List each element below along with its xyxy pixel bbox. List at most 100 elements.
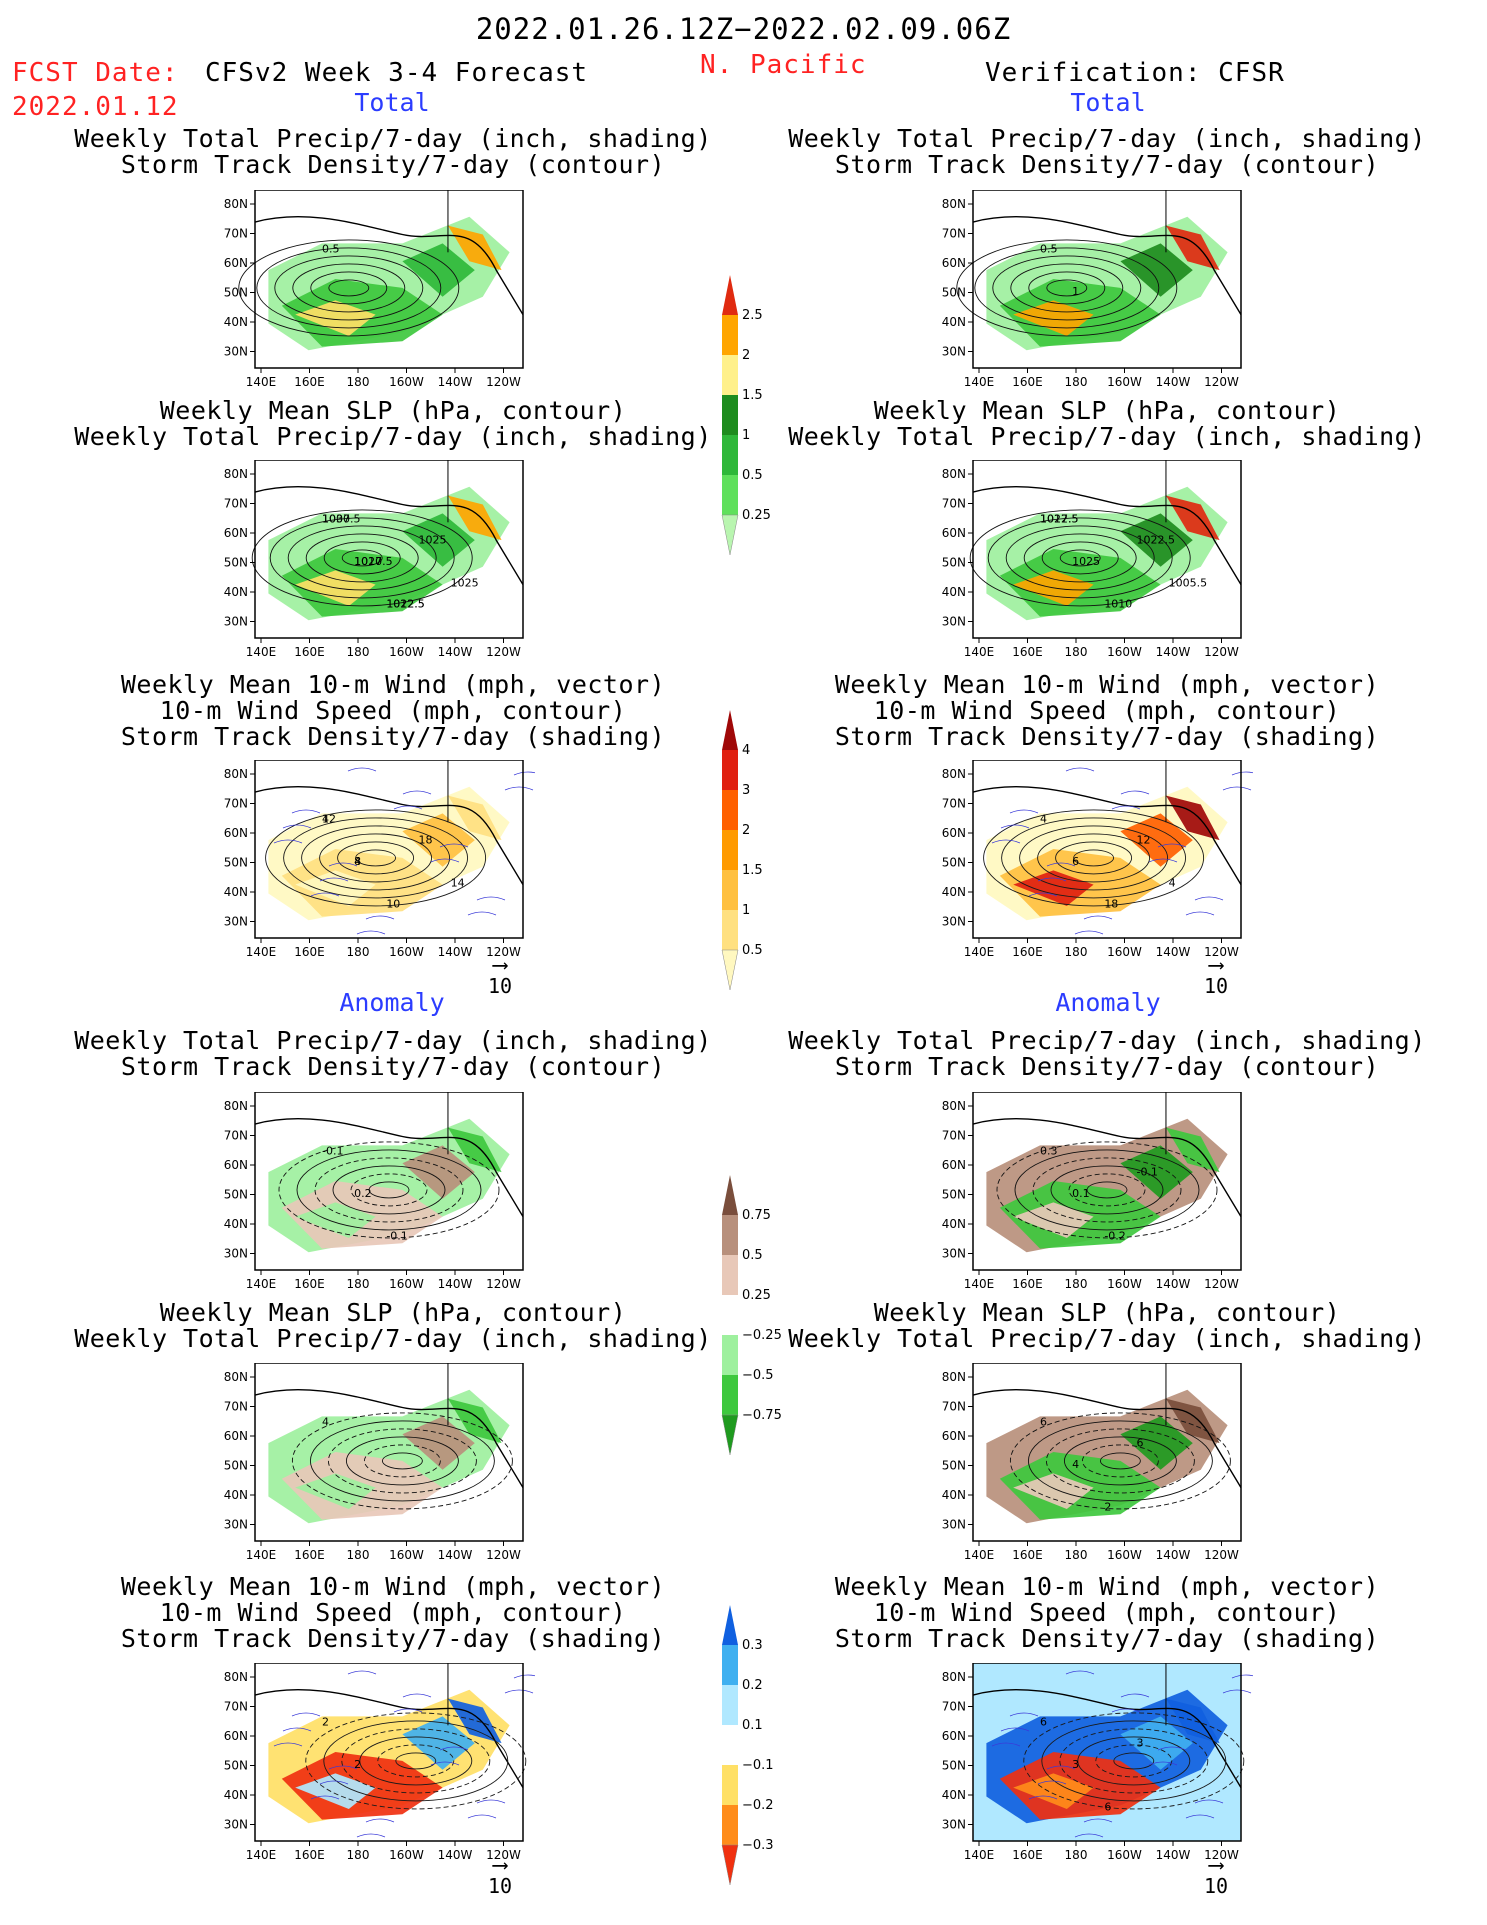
map-p2L: 1030 1027.5 1022.5 1025 1025 1007.5 1010 1012.5… xyxy=(224,460,524,659)
colorbar-label: 0.75 xyxy=(742,1208,771,1223)
contour-line xyxy=(291,1412,513,1510)
contour-label: 4 xyxy=(322,1415,329,1428)
wind-vector xyxy=(1120,790,1150,795)
contour-line xyxy=(381,1452,423,1470)
contour-label: 10 xyxy=(386,898,400,911)
wind-vector xyxy=(365,1818,395,1823)
wind-vector xyxy=(1222,786,1252,791)
colorbar-label: 2.5 xyxy=(742,308,763,323)
lon-label: 140E xyxy=(246,945,277,959)
lon-label: 140W xyxy=(1156,945,1191,959)
wind-vector xyxy=(476,896,506,901)
wind-vector xyxy=(273,1742,303,1747)
colorbar-segment xyxy=(722,1805,738,1845)
wind-vector xyxy=(291,809,321,814)
lat-label: 60N xyxy=(224,1429,248,1443)
map-frame xyxy=(254,1092,524,1271)
contour-line xyxy=(969,509,1191,607)
colorbar-precip-anom: 0.75 0.5 0.25 −0.25 −0.5 −0.75 xyxy=(721,1175,782,1455)
panel-title-line: Weekly Total Precip/7-day (inch, shading… xyxy=(788,422,1426,451)
wind-vector xyxy=(1231,1674,1253,1679)
lon-label: 160E xyxy=(294,1277,325,1291)
coastline xyxy=(254,1689,524,1788)
shading-region xyxy=(402,813,475,867)
colorbar-bottom-triangle xyxy=(721,1414,739,1455)
colorbar-label: −0.3 xyxy=(742,1838,774,1853)
lat-label: 30N xyxy=(224,1818,248,1832)
contour-label: 1025 xyxy=(451,576,479,589)
wind-vector xyxy=(1046,862,1076,867)
contour-line xyxy=(983,809,1205,907)
lat-label: 50N xyxy=(224,1759,248,1773)
colorbar-segment xyxy=(722,830,738,870)
coastline xyxy=(972,1389,1242,1488)
contour-label: 0.5 xyxy=(1040,242,1058,255)
contour-line xyxy=(314,1157,464,1223)
colorbar-segment xyxy=(722,315,738,355)
contour-line xyxy=(1050,1165,1164,1215)
lon-label: 140E xyxy=(964,375,995,389)
map-frame xyxy=(254,460,524,639)
lat-label: 60N xyxy=(224,1158,248,1172)
lon-label: 140W xyxy=(438,1277,473,1291)
vector-ref-left-anom: ⟶ 10 xyxy=(480,1855,520,1899)
panel-title-line: Weekly Mean 10-m Wind (mph, vector) xyxy=(120,1572,666,1601)
shading-region xyxy=(402,1416,475,1470)
panel-title-line: Storm Track Density/7-day (shading) xyxy=(120,722,666,751)
wind-vector xyxy=(273,839,303,844)
lat-label: 70N xyxy=(224,497,248,511)
lat-label: 50N xyxy=(224,856,248,870)
shading-region xyxy=(1120,813,1193,867)
lon-label: 120W xyxy=(1204,645,1239,659)
colorbar-segment xyxy=(722,475,738,515)
vector-ref-right-total: ⟶ 10 xyxy=(1196,955,1236,999)
lat-label: 70N xyxy=(942,497,966,511)
map-frame xyxy=(972,760,1242,939)
lat-label: 30N xyxy=(224,1247,248,1261)
lon-label: 140E xyxy=(246,1848,277,1862)
lat-label: 30N xyxy=(224,915,248,929)
colorbar-bottom-triangle xyxy=(721,1844,739,1885)
lat-label: 80N xyxy=(224,1099,248,1113)
contour-label: 3 xyxy=(1136,1737,1143,1750)
shading-region xyxy=(295,300,376,336)
panel-title-line: Weekly Total Precip/7-day (inch, shading… xyxy=(788,124,1426,153)
contour-label: 4 xyxy=(322,812,329,825)
contour-label: 1027.5 xyxy=(354,555,393,568)
shading-region xyxy=(1013,1473,1094,1509)
colorbar-label: −0.25 xyxy=(742,1328,782,1343)
wind-vector xyxy=(1148,1761,1178,1766)
wind-vector xyxy=(1157,1746,1187,1751)
contour-label: 2 xyxy=(354,1758,361,1771)
fcst-date-label: FCST Date: xyxy=(12,58,179,88)
lat-label: 80N xyxy=(224,1670,248,1684)
lat-label: 50N xyxy=(942,1759,966,1773)
colorbar-label: 0.5 xyxy=(742,943,763,958)
lon-label: 140W xyxy=(1156,375,1191,389)
contour-line xyxy=(256,247,442,329)
lat-label: 60N xyxy=(224,256,248,270)
wind-vector xyxy=(467,1814,497,1819)
contour-line xyxy=(328,279,370,297)
panel-title-p2R: Weekly Mean SLP (hPa, contour) Weekly Tot… xyxy=(747,398,1467,450)
contour-line xyxy=(1059,1728,1209,1794)
lat-label: 40N xyxy=(224,585,248,599)
lon-label: 120W xyxy=(1204,945,1239,959)
vector-ref-value: 10 xyxy=(1203,1874,1229,1898)
panel-title-p2L: Weekly Mean SLP (hPa, contour) Weekly Tot… xyxy=(33,398,753,450)
contour-line xyxy=(283,817,469,899)
lon-label: 160W xyxy=(389,1277,424,1291)
contour-line xyxy=(292,263,406,313)
map-p4R: 0.3 0.1 -0.2 -0.1 80N 70N 60N 50N 40N 30N 140E 160E… xyxy=(942,1092,1242,1291)
contour-label: 2 xyxy=(1104,1501,1111,1514)
contour-line xyxy=(309,1420,495,1502)
lat-label: 40N xyxy=(942,1788,966,1802)
map-frame xyxy=(254,1663,524,1842)
lon-label: 160W xyxy=(1107,945,1142,959)
lon-label: 180 xyxy=(347,1848,370,1862)
panel-title-line: 10-m Wind Speed (mph, contour) xyxy=(873,696,1341,725)
contour-label: 4 xyxy=(1169,876,1176,889)
wind-vector xyxy=(1148,858,1178,863)
lat-label: 80N xyxy=(942,197,966,211)
wind-vector xyxy=(1000,1727,1030,1732)
